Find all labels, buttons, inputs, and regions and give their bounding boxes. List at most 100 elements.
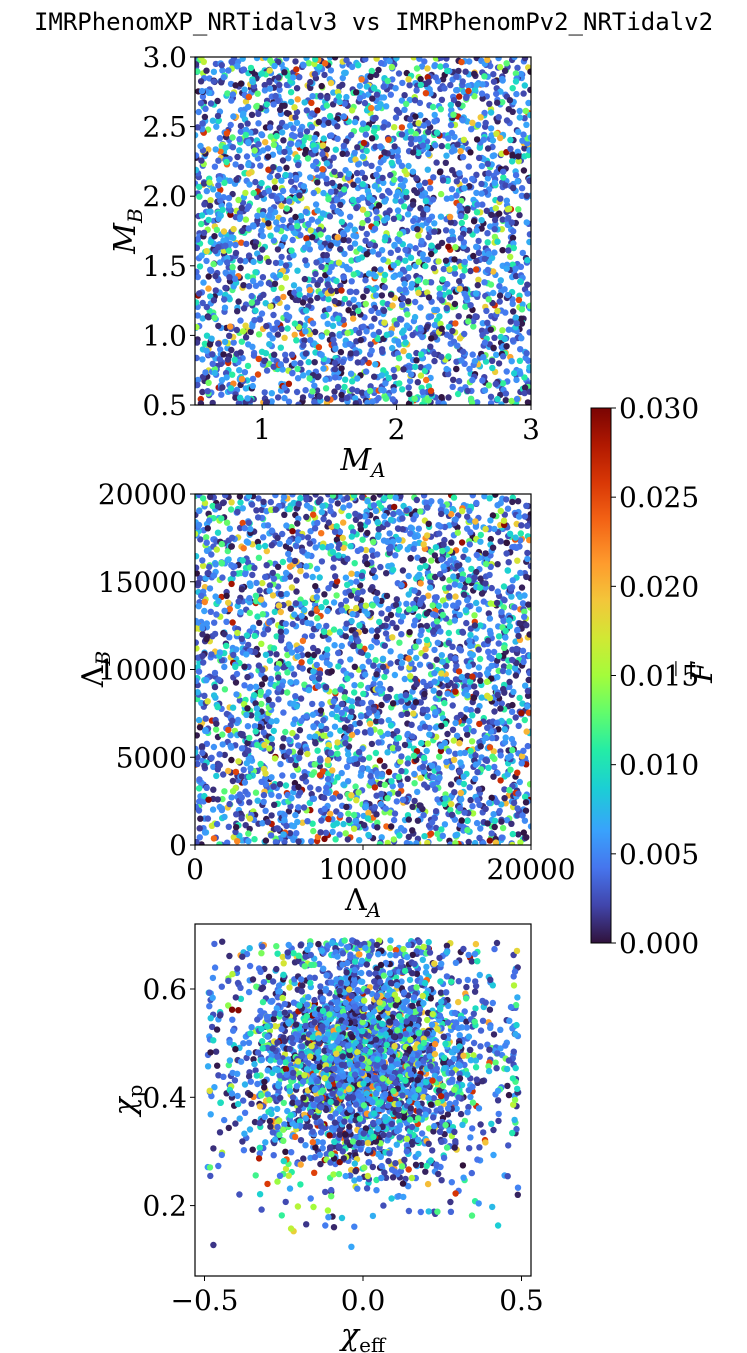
scatter-point: [495, 633, 503, 640]
scatter-point: [393, 106, 401, 114]
scatter-point: [318, 530, 325, 537]
scatter-point: [337, 348, 345, 356]
scatter-point: [514, 498, 522, 505]
scatter-point: [424, 166, 431, 173]
scatter-point: [277, 259, 284, 266]
scatter-point: [524, 522, 531, 529]
scatter-point: [412, 113, 419, 120]
scatter-point: [293, 66, 300, 73]
scatter-point: [377, 101, 384, 108]
scatter-point: [211, 233, 218, 240]
scatter-point: [229, 371, 236, 378]
scatter-point: [512, 272, 520, 280]
scatter-point: [199, 120, 206, 127]
scatter-point: [286, 198, 293, 205]
scatter-point: [304, 534, 312, 541]
scatter-point: [484, 160, 491, 167]
scatter-point: [268, 192, 275, 199]
scatter-point: [487, 326, 494, 333]
scatter-point: [510, 740, 517, 747]
scatter-point: [327, 188, 335, 195]
scatter-point: [297, 131, 304, 139]
scatter-point: [342, 597, 350, 604]
scatter-point: [251, 243, 259, 250]
scatter-point: [526, 631, 531, 638]
scatter-point: [417, 112, 424, 119]
scatter-point: [410, 57, 417, 61]
scatter-point: [383, 214, 391, 222]
scatter-point: [220, 228, 228, 235]
scatter-point: [515, 153, 522, 160]
scatter-point: [407, 524, 414, 531]
scatter-point: [510, 228, 517, 235]
scatter-point: [459, 273, 466, 280]
scatter-point: [448, 129, 456, 137]
scatter-point: [307, 174, 314, 181]
scatter-point: [330, 564, 337, 571]
scatter-point: [475, 276, 482, 283]
scatter-point: [358, 169, 366, 176]
scatter-point: [202, 369, 209, 376]
scatter-point: [439, 276, 446, 283]
scatter-point: [274, 246, 282, 253]
scatter-point: [328, 263, 335, 271]
scatter-point: [300, 137, 307, 145]
scatter-point: [292, 761, 299, 768]
scatter-point: [247, 64, 255, 72]
scatter-point: [309, 388, 316, 395]
scatter-point: [429, 196, 437, 203]
scatter-point: [499, 216, 506, 223]
scatter-point: [375, 309, 382, 316]
scatter-point: [483, 207, 490, 214]
scatter-point: [325, 741, 332, 749]
scatter-point: [340, 316, 347, 324]
scatter-point: [388, 159, 395, 166]
scatter-point: [475, 237, 482, 245]
scatter-point: [240, 282, 247, 289]
scatter-point: [271, 178, 278, 185]
scatter-point: [248, 712, 255, 719]
scatter-point: [200, 58, 207, 65]
scatter-point: [489, 512, 497, 519]
scatter-point: [327, 242, 334, 249]
scatter-point: [391, 373, 398, 380]
scatter-point: [318, 263, 325, 270]
scatter-point: [436, 285, 443, 292]
scatter-point: [238, 204, 245, 212]
scatter-point: [403, 100, 410, 108]
scatter-point: [331, 365, 339, 373]
scatter-point: [381, 319, 388, 326]
scatter-point: [420, 211, 427, 218]
scatter-point: [324, 395, 331, 402]
scatter-point: [201, 692, 208, 699]
scatter-point: [397, 758, 404, 765]
scatter-point: [401, 286, 409, 293]
scatter-point: [402, 339, 409, 346]
scatter-point: [445, 289, 453, 296]
scatter-point: [312, 270, 319, 278]
scatter-point: [221, 631, 228, 638]
scatter-point: [417, 351, 425, 358]
scatter-point: [456, 285, 463, 292]
scatter-point: [461, 330, 468, 338]
scatter-point: [249, 323, 256, 330]
scatter-point: [255, 120, 262, 127]
scatter-point: [410, 217, 417, 225]
scatter-point: [225, 823, 232, 830]
scatter-point: [415, 289, 422, 296]
scatter-point: [431, 357, 438, 365]
scatter-point: [290, 836, 297, 844]
scatter-point: [515, 128, 522, 135]
scatter-point: [222, 144, 229, 151]
scatter-point: [403, 188, 410, 196]
scatter-point: [331, 297, 338, 305]
scatter-point: [433, 159, 440, 166]
scatter-point: [242, 322, 249, 329]
scatter-point: [509, 234, 517, 242]
scatter-point: [244, 103, 252, 111]
scatter-point: [344, 555, 351, 562]
scatter-point: [235, 400, 243, 405]
scatter-point: [252, 128, 259, 135]
scatter-point: [518, 522, 525, 529]
scatter-point: [305, 358, 312, 366]
